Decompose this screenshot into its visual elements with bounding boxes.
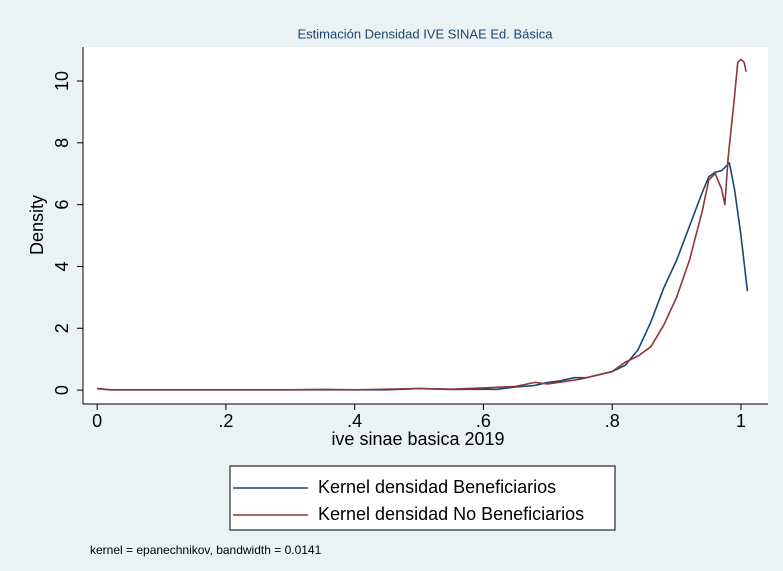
legend: [229, 465, 616, 531]
x-tick-label: 1: [736, 411, 746, 431]
y-tick-label: 0: [52, 385, 72, 395]
y-tick-label: 4: [52, 261, 72, 271]
x-axis-label: ive sinae basica 2019: [331, 429, 504, 449]
legend-label: Kernel densidad No Beneficiarios: [318, 504, 584, 524]
y-axis-label: Density: [27, 195, 47, 255]
x-tick-label: .6: [476, 411, 491, 431]
y-tick-label: 10: [52, 71, 72, 91]
plot-area: [83, 47, 768, 404]
legend-label: Kernel densidad Beneficiarios: [318, 477, 556, 497]
chart-title: Estimación Densidad IVE SINAE Ed. Básica: [297, 26, 553, 41]
y-tick-label: 8: [52, 138, 72, 148]
x-tick-label: .4: [347, 411, 362, 431]
note: kernel = epanechnikov, bandwidth = 0.014…: [90, 543, 322, 557]
x-tick-label: .2: [218, 411, 233, 431]
line-series: [97, 58, 747, 391]
y-tick-label: 2: [52, 323, 72, 333]
y-tick-label: 6: [52, 200, 72, 210]
x-tick-label: .8: [605, 411, 620, 431]
x-tick-label: 0: [92, 411, 102, 431]
